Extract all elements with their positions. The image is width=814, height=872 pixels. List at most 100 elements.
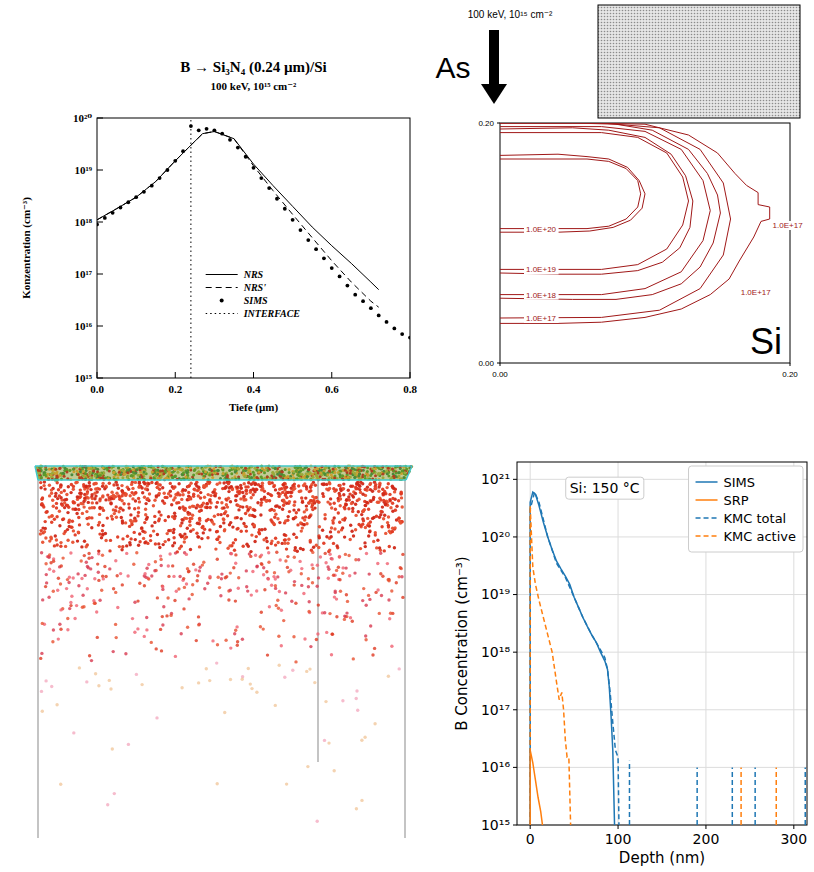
atom — [308, 515, 311, 518]
atom — [84, 485, 87, 488]
atom — [400, 575, 403, 578]
atom — [363, 736, 366, 739]
atom — [280, 609, 283, 612]
atom — [267, 561, 270, 564]
atom — [232, 541, 235, 544]
atom — [227, 482, 230, 485]
atom — [177, 587, 180, 590]
atom — [316, 632, 319, 635]
figure: 0.00.20.40.60.810¹⁵10¹⁶10¹⁷10¹⁸10¹⁹10²⁰T… — [0, 0, 814, 872]
atom — [194, 488, 197, 491]
atom — [368, 529, 371, 532]
legend-label: INTERFACE — [243, 308, 301, 319]
series-line — [97, 132, 379, 308]
y-tick — [513, 825, 517, 826]
atom — [288, 510, 291, 513]
atom — [205, 667, 208, 670]
atom — [52, 590, 55, 593]
atom — [125, 544, 128, 547]
atom — [156, 596, 159, 599]
atom — [203, 528, 206, 531]
atom — [250, 593, 253, 596]
atom — [293, 504, 296, 507]
atom — [72, 529, 75, 532]
atom — [329, 497, 332, 500]
atom — [311, 508, 314, 511]
atom — [159, 558, 162, 561]
series-point — [103, 216, 107, 220]
y-tick-label: 10²⁰ — [73, 112, 92, 124]
atom — [282, 504, 285, 507]
contour-label-text: 1.0E+18 — [526, 291, 557, 300]
atom — [141, 530, 144, 533]
atom — [186, 511, 189, 514]
atom — [283, 676, 286, 679]
atom — [44, 520, 47, 523]
atom — [76, 572, 79, 575]
atom — [109, 539, 112, 542]
atom — [101, 533, 104, 536]
atom — [80, 492, 83, 495]
atom — [238, 490, 241, 493]
atom — [59, 484, 62, 487]
atom — [134, 491, 137, 494]
x-tick-label: 0.6 — [325, 383, 339, 395]
atom — [233, 549, 236, 552]
atom — [337, 484, 340, 487]
atom — [226, 514, 229, 517]
atom — [82, 500, 85, 503]
atom — [188, 497, 191, 500]
y-tick — [97, 118, 103, 119]
atom — [59, 582, 62, 585]
atom — [401, 596, 404, 599]
box-edge — [404, 480, 406, 838]
legend-label: NRS — [243, 269, 264, 280]
atom — [382, 492, 385, 495]
atom — [69, 491, 72, 494]
atom — [144, 502, 147, 505]
atom — [111, 517, 114, 520]
atom — [220, 572, 223, 575]
atom — [234, 499, 237, 502]
atom — [378, 516, 381, 519]
legend-swatch — [206, 287, 238, 288]
atom — [60, 491, 63, 494]
atom — [296, 523, 299, 526]
atom — [376, 588, 379, 591]
atom — [248, 506, 251, 509]
atom — [266, 577, 269, 580]
atom — [250, 687, 253, 690]
atom — [325, 631, 328, 634]
atom — [169, 482, 172, 485]
atom — [317, 603, 320, 606]
atom — [381, 492, 384, 495]
atom — [287, 538, 290, 541]
atom — [381, 575, 384, 578]
atom — [306, 765, 309, 768]
atom — [391, 497, 394, 500]
atom — [196, 535, 199, 538]
atom — [312, 499, 315, 502]
atom — [68, 607, 71, 610]
atom — [245, 529, 248, 532]
y-tick — [97, 326, 103, 327]
atom — [216, 558, 219, 561]
atom — [166, 596, 169, 599]
atom — [355, 689, 358, 692]
atom — [356, 481, 359, 484]
atom — [208, 679, 211, 682]
atom — [146, 542, 149, 545]
atom — [241, 638, 244, 641]
atom — [399, 492, 402, 495]
atom — [328, 487, 331, 490]
atom — [269, 493, 272, 496]
atom — [50, 514, 53, 517]
atom — [79, 502, 82, 505]
atom — [40, 551, 43, 554]
series-point — [142, 190, 146, 194]
legend-label: NRS' — [243, 282, 266, 293]
atom — [259, 485, 262, 488]
atom — [235, 494, 238, 497]
atom — [136, 514, 139, 517]
atom — [272, 575, 275, 578]
